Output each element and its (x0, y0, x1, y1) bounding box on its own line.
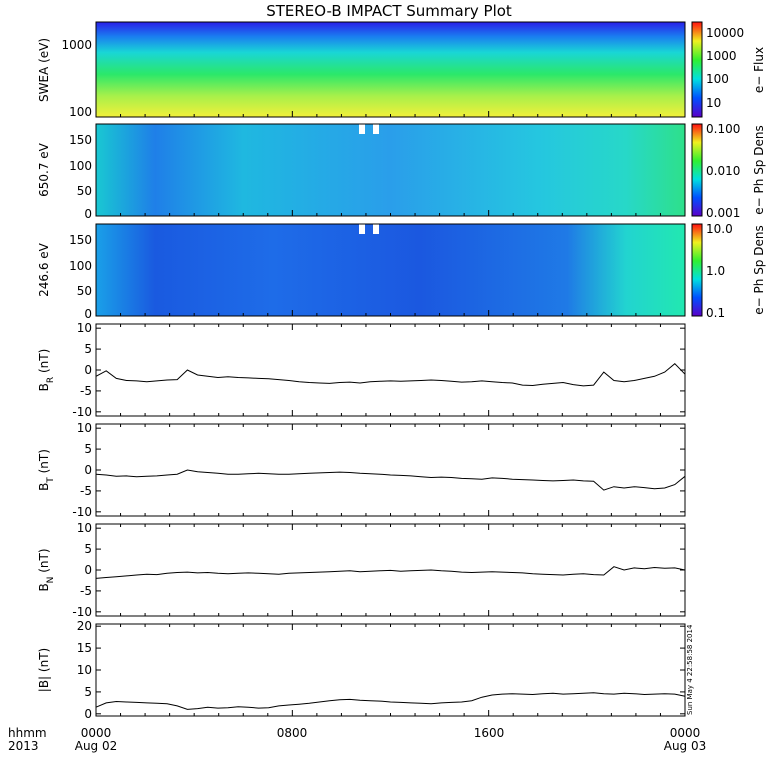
pad-650-tick: 50 (77, 184, 92, 198)
y-tick-label: 0 (84, 563, 92, 577)
pad-650-heatmap (96, 124, 685, 216)
series-line (95, 692, 686, 710)
y-tick-label: -10 (72, 605, 92, 619)
line-panel-ylabel: BN (nT) (37, 548, 56, 591)
pad-246-cb-label: e− Ph Sp Dens (752, 225, 766, 314)
pad-650-ylabel: 650.7 eV (37, 142, 51, 197)
swea-tick-100: 100 (69, 105, 92, 119)
y-tick-label: -5 (80, 584, 92, 598)
y-tick-label: 10 (77, 521, 92, 535)
line-panel-0: 10 5 0 -5 -10 BR (nT) (37, 321, 686, 419)
y-tick-label: 0 (84, 363, 92, 377)
y-tick-label: 5 (84, 542, 92, 556)
line-panel-ylabel: BR (nT) (37, 349, 56, 392)
generation-timestamp: Sun May 4 22:58:58 2014 (686, 624, 694, 715)
swea-tick-1000: 1000 (61, 38, 92, 52)
swea-cb-tick: 100 (706, 72, 729, 86)
y-tick-label: 15 (77, 641, 92, 655)
series-line (95, 566, 686, 579)
pad-650-colorbar (691, 123, 703, 217)
series-line (95, 363, 686, 387)
y-tick-label: 10 (77, 421, 92, 435)
data-gap (359, 224, 365, 234)
pad-246-colorbar (691, 223, 703, 317)
x-axis-labels: hhmm 2013 0000 Aug 02 0800 1600 0000 Aug… (8, 726, 706, 753)
series-line (95, 469, 686, 491)
line-panel-frame (95, 423, 686, 517)
data-gap (373, 224, 379, 234)
y-tick-label: 5 (84, 342, 92, 356)
swea-colorbar (691, 21, 703, 118)
x-tick-time: 0000 (81, 726, 112, 740)
pad-650-cb-tick: 0.010 (706, 164, 740, 178)
swea-panel: 1000 100 SWEA (eV) 10000 1000 100 10 e− … (37, 21, 766, 119)
pad-246-cb-tick: 0.1 (706, 306, 725, 320)
y-tick-label: 5 (84, 442, 92, 456)
y-tick-label: -5 (80, 484, 92, 498)
pad-246-tick: 50 (77, 284, 92, 298)
pad-246-cb-tick: 1.0 (706, 264, 725, 278)
line-panel-1: 10 5 0 -5 -10 BT (nT) (37, 421, 686, 519)
swea-cb-label: e− Flux (752, 47, 766, 93)
pad-246-panel: 150 100 50 0 246.6 eV 10.0 1.0 0.1 e− Ph… (37, 222, 766, 321)
pad-246-tick: 0 (84, 307, 92, 321)
pad-650-tick: 100 (69, 159, 92, 173)
x-tick-date: Aug 03 (664, 739, 707, 753)
x-tick-time: 0000 (670, 726, 701, 740)
pad-650-tick: 150 (69, 133, 92, 147)
pad-650-cb-tick: 0.001 (706, 206, 740, 220)
y-tick-label: 0 (84, 463, 92, 477)
line-panel-frame (95, 623, 686, 717)
swea-cb-tick: 10000 (706, 26, 744, 40)
pad-246-tick: 100 (69, 259, 92, 273)
x-axis-row-label: 2013 (8, 739, 39, 753)
line-panel-2: 10 5 0 -5 -10 BN (nT) (37, 521, 686, 619)
swea-cb-tick: 10 (706, 96, 721, 110)
pad-650-panel: 150 100 50 0 650.7 eV 0.100 0.010 0.001 … (37, 122, 766, 221)
swea-heatmap (96, 22, 685, 117)
data-gap (373, 124, 379, 134)
x-tick-time: 1600 (474, 726, 505, 740)
line-panel-ylabel: BT (nT) (37, 449, 56, 491)
line-panel-ylabel: |B| (nT) (37, 648, 51, 692)
pad-246-cb-tick: 10.0 (706, 222, 733, 236)
y-tick-label: 0 (84, 707, 92, 721)
pad-246-ylabel: 246.6 eV (37, 242, 51, 297)
y-tick-label: 10 (77, 321, 92, 335)
y-tick-label: 5 (84, 685, 92, 699)
y-tick-label: 20 (77, 619, 92, 633)
x-axis-row-label: hhmm (8, 726, 47, 740)
data-gap (359, 124, 365, 134)
y-tick-label: -5 (80, 384, 92, 398)
swea-cb-tick: 1000 (706, 49, 737, 63)
y-tick-label: 10 (77, 663, 92, 677)
pad-650-tick: 0 (84, 207, 92, 221)
pad-650-cb-tick: 0.100 (706, 122, 740, 136)
pad-246-tick: 150 (69, 233, 92, 247)
x-tick-time: 0800 (277, 726, 308, 740)
pad-246-heatmap (96, 224, 685, 316)
pad-650-cb-label: e− Ph Sp Dens (752, 125, 766, 214)
y-tick-label: -10 (72, 405, 92, 419)
chart-title: STEREO-B IMPACT Summary Plot (266, 2, 512, 20)
x-tick-date: Aug 02 (75, 739, 118, 753)
swea-ylabel: SWEA (eV) (37, 38, 51, 102)
line-panel-3: 20 15 10 5 0 |B| (nT) (37, 619, 686, 721)
y-tick-label: -10 (72, 505, 92, 519)
line-panel-frame (95, 323, 686, 417)
